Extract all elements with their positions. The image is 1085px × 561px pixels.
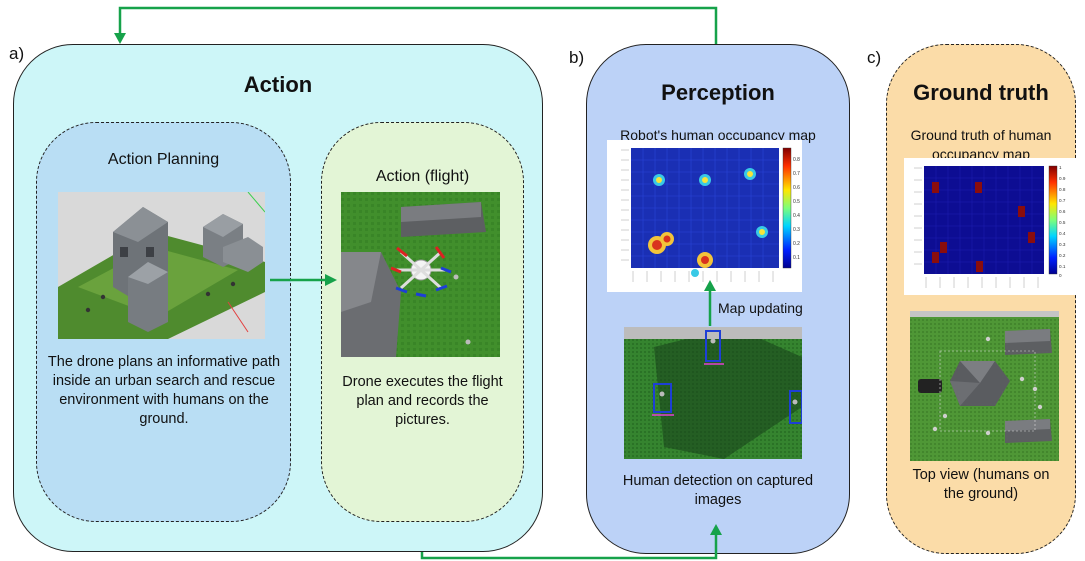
top-view-image: [910, 311, 1059, 461]
robot-map-caption: Robot's human occupancy map: [620, 127, 816, 143]
truth-colorbar-tick: 0.3: [1059, 242, 1066, 247]
panel-letter-a: a): [9, 44, 25, 63]
robot-colorbar-tick: 0.5: [793, 199, 800, 205]
panel-letter-b: b): [569, 48, 585, 67]
action-to-perception-arrow-line: [420, 533, 718, 560]
action-to-perception-arrow-head: [710, 524, 722, 535]
human-detection-image: [624, 327, 802, 459]
map-update-arrow: [704, 280, 716, 326]
action-flight-caption: Drone executes the flight plan and recor…: [342, 374, 503, 428]
ground-truth-title: Ground truth: [913, 80, 1049, 105]
truth-colorbar-tick: 0.5: [1059, 220, 1066, 225]
action-planning-caption: The drone plans an informative path insi…: [47, 354, 281, 427]
truth-colorbar-tick: 1: [1059, 165, 1062, 170]
top-view-caption: Top view (humans on the ground): [912, 467, 1050, 502]
feedback-arrow-head: [114, 33, 126, 44]
action-flight-title: Action (flight): [375, 168, 470, 185]
ground-truth-occupancy-map: 1 0.9 0.8 0.7 0.6 0.5 0.4 0.3 0.2 0.1 0: [904, 158, 1077, 295]
truth-colorbar-tick: 0.9: [1059, 176, 1066, 181]
map-updating-label: Map updating: [718, 300, 803, 316]
perception-panel: [586, 44, 850, 554]
ground-truth-panel: [886, 44, 1076, 554]
truth-colorbar-tick: 0: [1059, 273, 1062, 278]
robot-colorbar-tick: 0.4: [793, 213, 800, 219]
perception-title: Perception: [661, 80, 775, 105]
feedback-arrow-line: [118, 6, 718, 44]
urban-scene-image: [58, 192, 265, 339]
truth-colorbar-tick: 0.8: [1059, 187, 1066, 192]
panel-letter-c: c): [867, 48, 882, 67]
truth-colorbar-tick: 0.1: [1059, 264, 1066, 269]
truth-colorbar-tick: 0.6: [1059, 209, 1066, 214]
truth-colorbar-tick: 0.7: [1059, 198, 1066, 203]
detection-caption: Human detection on captured images: [622, 473, 814, 508]
robot-colorbar-tick: 0.8: [793, 157, 800, 163]
truth-colorbar-tick: 0.2: [1059, 253, 1066, 258]
robot-colorbar-tick: 0.2: [793, 241, 800, 247]
robot-colorbar-tick: 0.1: [793, 255, 800, 261]
action-planning-title: Action Planning: [107, 151, 220, 168]
action-title: Action: [243, 72, 313, 97]
robot-colorbar-tick: 0.6: [793, 185, 800, 191]
truth-colorbar-tick: 0.4: [1059, 231, 1066, 236]
robot-occupancy-map: 0.8 0.7 0.6 0.5 0.4 0.3 0.2 0.1: [607, 140, 802, 292]
drone-flight-image: [341, 192, 500, 357]
robot-colorbar-tick: 0.3: [793, 227, 800, 233]
planning-to-flight-arrow-head: [325, 274, 337, 286]
robot-colorbar-tick: 0.7: [793, 171, 800, 177]
